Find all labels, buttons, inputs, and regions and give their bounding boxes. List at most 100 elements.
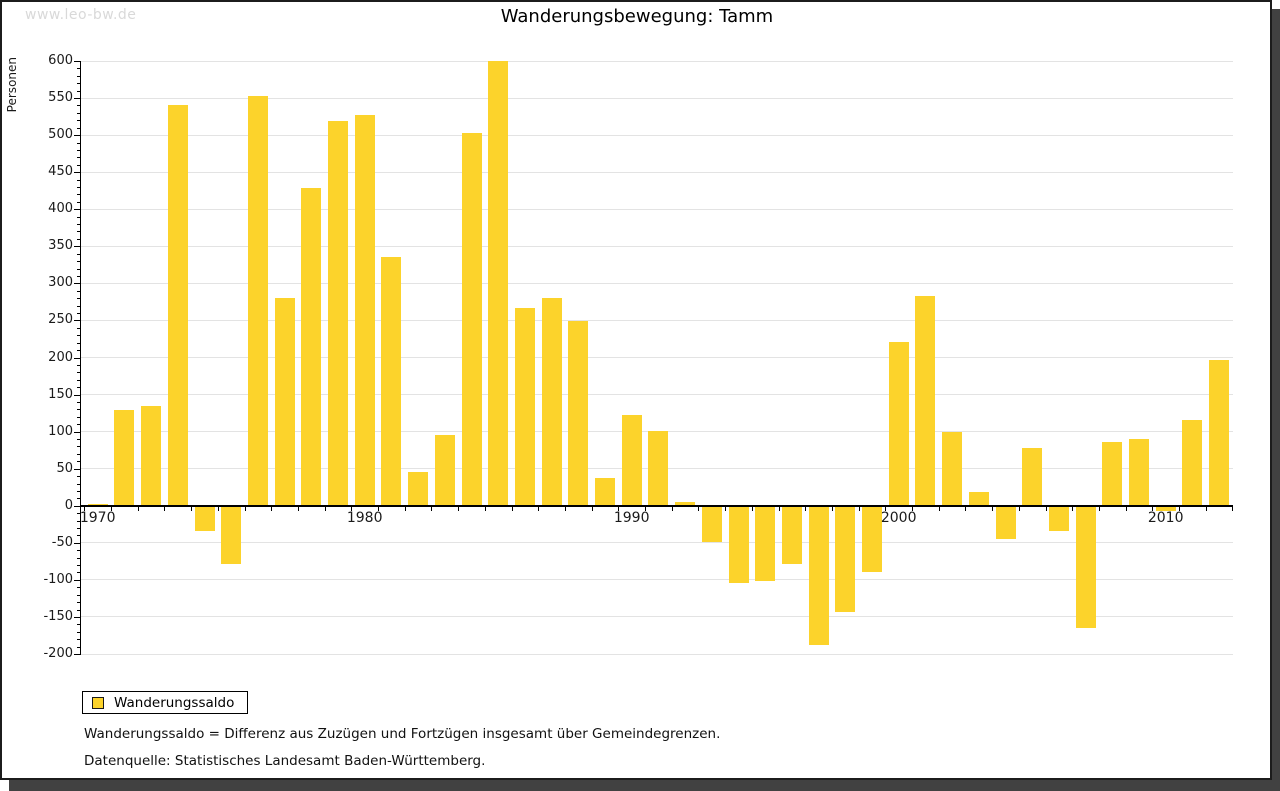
x-boundary-tick (858, 505, 860, 511)
gridline-250 (81, 319, 1233, 321)
watermark: www.leo-bw.de (25, 7, 137, 23)
bar-1998 (835, 505, 856, 613)
y-axis-label-300: 300 (48, 275, 73, 291)
x-boundary-tick (564, 505, 566, 511)
y-minor-tick-280 (77, 298, 80, 300)
y-minor-tick-290 (77, 290, 80, 292)
bar-2003 (968, 491, 989, 506)
gridline-350 (81, 245, 1233, 247)
bar-1975 (221, 505, 242, 564)
y-minor-tick--120 (77, 594, 80, 596)
x-boundary-tick (725, 505, 727, 511)
x-boundary-tick (1125, 505, 1127, 511)
x-axis-label-2000: 2000 (880, 509, 917, 526)
bar-1977 (274, 298, 295, 506)
x-boundary-tick (938, 505, 940, 511)
drop-shadow-right (1272, 9, 1280, 791)
y-minor-tick-310 (77, 275, 80, 277)
y-major-tick-150 (74, 394, 80, 396)
x-boundary-tick (271, 505, 273, 511)
x-boundary-tick (618, 505, 620, 511)
y-minor-tick--180 (77, 639, 80, 641)
y-minor-tick-70 (77, 453, 80, 455)
x-boundary-tick (1179, 505, 1181, 511)
bar-2011 (1182, 419, 1203, 506)
x-axis-label-2010: 2010 (1147, 509, 1184, 526)
y-minor-tick-580 (77, 75, 80, 77)
y-minor-tick-140 (77, 401, 80, 403)
bar-1979 (328, 121, 348, 506)
y-axis-label-600: 600 (48, 53, 73, 68)
bar-1992 (675, 502, 696, 506)
x-boundary-tick (137, 505, 139, 511)
y-minor-tick--140 (77, 609, 80, 611)
gridline--50 (81, 542, 1233, 544)
x-boundary-tick (671, 505, 673, 511)
y-axis-label--200: -200 (43, 646, 73, 661)
x-boundary-tick (324, 505, 326, 511)
y-minor-tick-180 (77, 372, 80, 374)
x-boundary-tick (885, 505, 887, 511)
bar-1984 (461, 132, 482, 506)
bar-2000 (888, 341, 909, 506)
y-minor-tick-560 (77, 90, 80, 92)
y-minor-tick-460 (77, 164, 80, 166)
y-axis-label-150: 150 (48, 386, 73, 402)
x-boundary-tick (217, 505, 219, 511)
x-boundary-tick (297, 505, 299, 511)
gridline-450 (81, 171, 1233, 173)
y-minor-tick-220 (77, 342, 80, 344)
gridline-150 (81, 394, 1233, 396)
x-boundary-tick (244, 505, 246, 511)
x-boundary-tick (805, 505, 807, 511)
x-boundary-tick (778, 505, 780, 511)
y-axis-label-450: 450 (48, 164, 73, 180)
gridline-600 (81, 60, 1233, 62)
x-axis-label-1970: 1970 (79, 509, 116, 526)
x-boundary-tick (1232, 505, 1234, 511)
y-minor-tick-260 (77, 313, 80, 315)
gridline-400 (81, 208, 1233, 210)
y-minor-tick-90 (77, 439, 80, 441)
y-major-tick--200 (74, 654, 80, 655)
y-axis-label-100: 100 (48, 423, 73, 439)
y-minor-tick-30 (77, 483, 80, 485)
y-minor-tick--80 (77, 565, 80, 567)
x-boundary-tick (84, 505, 86, 511)
y-minor-tick-480 (77, 149, 80, 151)
y-axis-label-400: 400 (48, 201, 73, 217)
y-major-tick-400 (74, 209, 80, 211)
gridline-500 (81, 134, 1233, 136)
bar-2007 (1075, 505, 1096, 629)
y-major-tick-250 (74, 320, 80, 322)
x-boundary-tick (404, 505, 406, 511)
y-minor-tick-510 (77, 127, 80, 129)
y-major-tick-0 (74, 505, 80, 507)
gridline--100 (81, 579, 1233, 581)
bar-1974 (194, 505, 215, 531)
x-boundary-tick (484, 505, 486, 511)
bar-2006 (1048, 505, 1069, 531)
bar-1982 (408, 472, 429, 506)
x-boundary-tick (511, 505, 513, 511)
y-minor-tick-120 (77, 416, 80, 418)
y-minor-tick-160 (77, 387, 80, 389)
y-major-tick-200 (74, 357, 80, 359)
gridline--150 (81, 616, 1233, 618)
bar-1973 (167, 104, 188, 506)
x-boundary-tick (591, 505, 593, 511)
bar-1976 (247, 95, 268, 506)
y-minor-tick-240 (77, 327, 80, 329)
y-axis-label-550: 550 (48, 90, 73, 106)
bar-1999 (862, 505, 882, 573)
y-minor-tick-530 (77, 112, 80, 114)
bar-2004 (995, 505, 1016, 540)
y-axis-label--150: -150 (43, 608, 73, 624)
bar-1991 (648, 430, 669, 506)
chart-title: Wanderungsbewegung: Tamm (500, 6, 774, 27)
y-minor-tick-540 (77, 105, 80, 107)
bar-1996 (781, 505, 802, 565)
y-major-tick-100 (74, 431, 80, 433)
y-major-tick--100 (74, 579, 80, 581)
bar-2005 (1022, 447, 1043, 506)
